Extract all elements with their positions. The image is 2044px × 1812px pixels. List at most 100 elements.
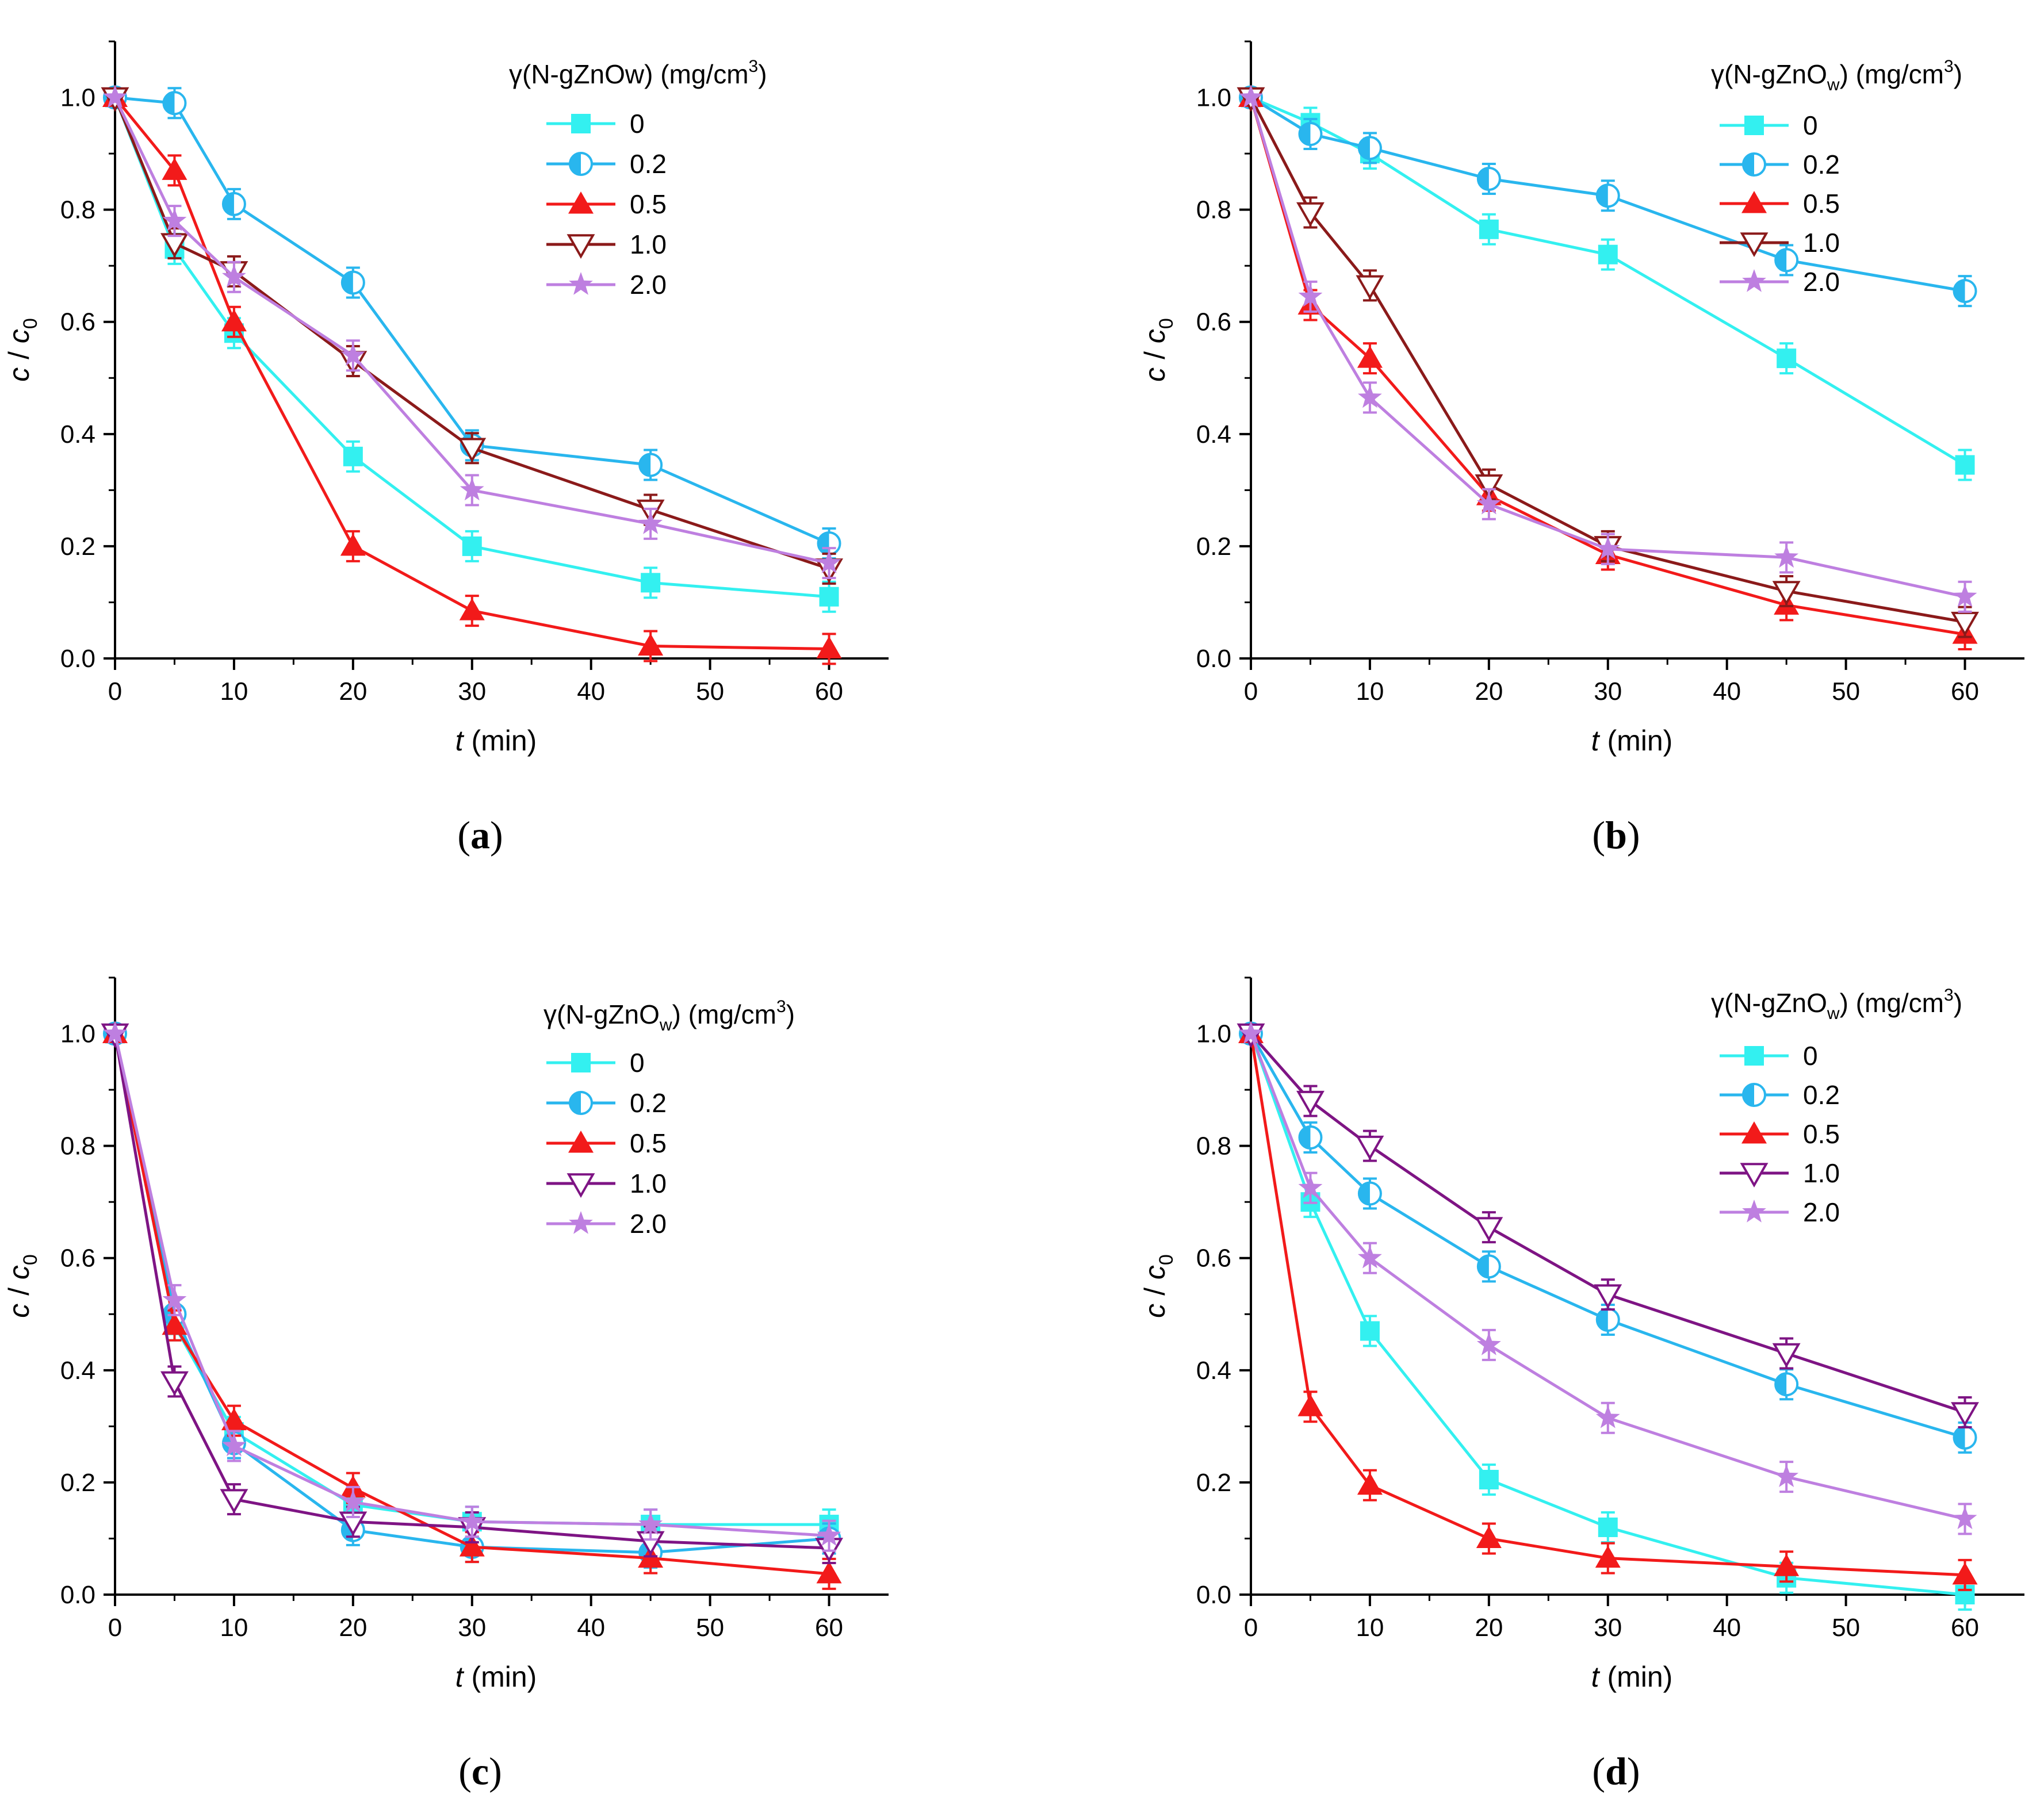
data-point: [1955, 455, 1975, 475]
legend-label: 1.0: [1803, 228, 1840, 258]
series-2-0: [1239, 1021, 1977, 1535]
legend: γ(N-gZnOw) (mg/cm3) 0 0.2 0.5 1.0 2.0: [1711, 57, 1962, 297]
chart-panel-c: 0 10 20 30 40 50 60 0.0 0.2 0.4 0.6 0.8 1.0 t (min) c …: [3, 976, 889, 1793]
y-tick-label: 0.6: [1196, 1244, 1231, 1273]
data-point: [222, 1433, 246, 1457]
legend-label: 0: [630, 1048, 645, 1078]
legend-entry-0-2: 0.2: [546, 1088, 667, 1118]
y-tick-label: 0.0: [1196, 1581, 1231, 1609]
data-point: [162, 208, 187, 231]
data-point: [1356, 1135, 1384, 1160]
legend-title: γ(N-gZnOw) (mg/cm3): [1711, 57, 1962, 94]
data-point: [1356, 275, 1384, 300]
legend-entry-2-0: 2.0: [546, 270, 667, 300]
legend-entry-0-5: 0.5: [1720, 189, 1840, 219]
y-axis-label: c / c0: [1139, 318, 1177, 382]
y-tick-label: 0.8: [1196, 196, 1231, 224]
series-1-0: [101, 87, 843, 585]
legend-entry-0: 0: [546, 109, 645, 139]
series-line: [113, 1033, 829, 1576]
y-tick-label: 0.0: [60, 1581, 95, 1609]
x-tick-label: 0: [108, 1614, 122, 1642]
legend-label: 0.5: [630, 1128, 667, 1158]
data-point: [1475, 1217, 1503, 1242]
y-tick-label: 0.4: [60, 420, 95, 449]
data-point: [1594, 1284, 1622, 1309]
data-point: [340, 343, 365, 366]
chart-panel-d: 0 10 20 30 40 50 60 0.0 0.2 0.4 0.6 0.8 1.0 t (min) c …: [1139, 976, 2024, 1793]
data-point: [1951, 1402, 1979, 1427]
data-point-fill: [1358, 1182, 1370, 1205]
series-line: [114, 96, 829, 650]
y-tick-label: 0.2: [60, 1469, 95, 1497]
data-point: [638, 1512, 663, 1535]
legend-label: 2.0: [630, 1209, 667, 1239]
legend-swatch-marker: [571, 1053, 591, 1072]
data-point: [1595, 1545, 1621, 1568]
x-tick-label: 60: [815, 1614, 843, 1642]
series-2-0: [103, 85, 841, 580]
data-point: [1476, 166, 1501, 191]
legend: γ(N-gZnOw) (mg/cm3) 0 0.2 0.5 1.0 2.0: [1711, 986, 1962, 1227]
data-point: [1357, 1472, 1383, 1495]
legend-label: 1.0: [630, 229, 667, 259]
x-axis-label: t (min): [1591, 1661, 1673, 1693]
legend-entry-0: 0: [1720, 1041, 1818, 1071]
legend-swatch-marker: [1741, 191, 1767, 213]
data-point: [1476, 1526, 1502, 1548]
legend-entry-0-5: 0.5: [546, 189, 667, 219]
y-tick-label: 0.4: [1196, 420, 1231, 449]
data-point: [1475, 474, 1503, 499]
data-point: [103, 85, 127, 108]
legend-swatch-marker: [1742, 1200, 1766, 1223]
legend-label: 0.5: [630, 189, 667, 219]
legend-swatch-marker: [1740, 1163, 1769, 1188]
data-point: [638, 511, 663, 534]
x-tick-label: 30: [458, 1614, 486, 1642]
panel-label: (a): [457, 813, 503, 857]
legend-swatch-marker: [1740, 232, 1769, 258]
data-point: [1774, 545, 1799, 568]
x-axis-label: t (min): [456, 725, 537, 757]
data-point: [638, 453, 663, 477]
series-line: [113, 1033, 829, 1538]
data-point: [162, 1287, 187, 1311]
data-point: [1595, 1308, 1620, 1332]
data-point: [1298, 1175, 1323, 1198]
data-point: [1476, 491, 1501, 515]
panel-label: (c): [458, 1749, 502, 1793]
x-tick-label: 50: [1832, 1614, 1860, 1642]
y-tick-label: 0.4: [60, 1357, 95, 1385]
x-axis-label: t (min): [456, 1661, 537, 1693]
data-point: [1774, 1464, 1799, 1487]
panel-label: (b): [1592, 813, 1640, 857]
legend-swatch-marker: [571, 114, 591, 133]
legend-swatch-marker: [569, 1091, 593, 1115]
data-point: [1598, 244, 1618, 265]
series-0-5: [102, 85, 842, 665]
data-point: [220, 1489, 248, 1514]
x-tick-label: 0: [1244, 677, 1258, 706]
legend-entry-0-2: 0.2: [546, 149, 667, 179]
legend-entry-2-0: 2.0: [1720, 267, 1840, 297]
legend-label: 0.5: [1803, 189, 1840, 219]
data-point-fill: [342, 271, 353, 294]
x-tick-label: 0: [1244, 1614, 1258, 1642]
x-tick-label: 10: [1356, 677, 1384, 706]
panel-label: (d): [1592, 1749, 1640, 1793]
legend-swatch-marker: [569, 152, 593, 176]
y-axis-label: c / c0: [3, 1254, 41, 1318]
x-tick-label: 40: [1713, 677, 1741, 706]
data-point: [1952, 1562, 1978, 1585]
series-line: [1250, 96, 1966, 466]
legend-label: 0.2: [1803, 1080, 1840, 1110]
data-point: [641, 573, 661, 593]
data-point: [162, 91, 187, 116]
legend: γ(N-gZnOw) (mg/cm3) 0 0.2 0.5 1.0 2.0: [543, 997, 795, 1239]
legend-swatch-marker-fill: [570, 153, 581, 175]
legend-entry-0-2: 0.2: [1720, 1080, 1840, 1110]
legend-entry-1-0: 1.0: [546, 1169, 667, 1198]
data-point: [1595, 183, 1620, 208]
data-point: [1239, 85, 1263, 108]
